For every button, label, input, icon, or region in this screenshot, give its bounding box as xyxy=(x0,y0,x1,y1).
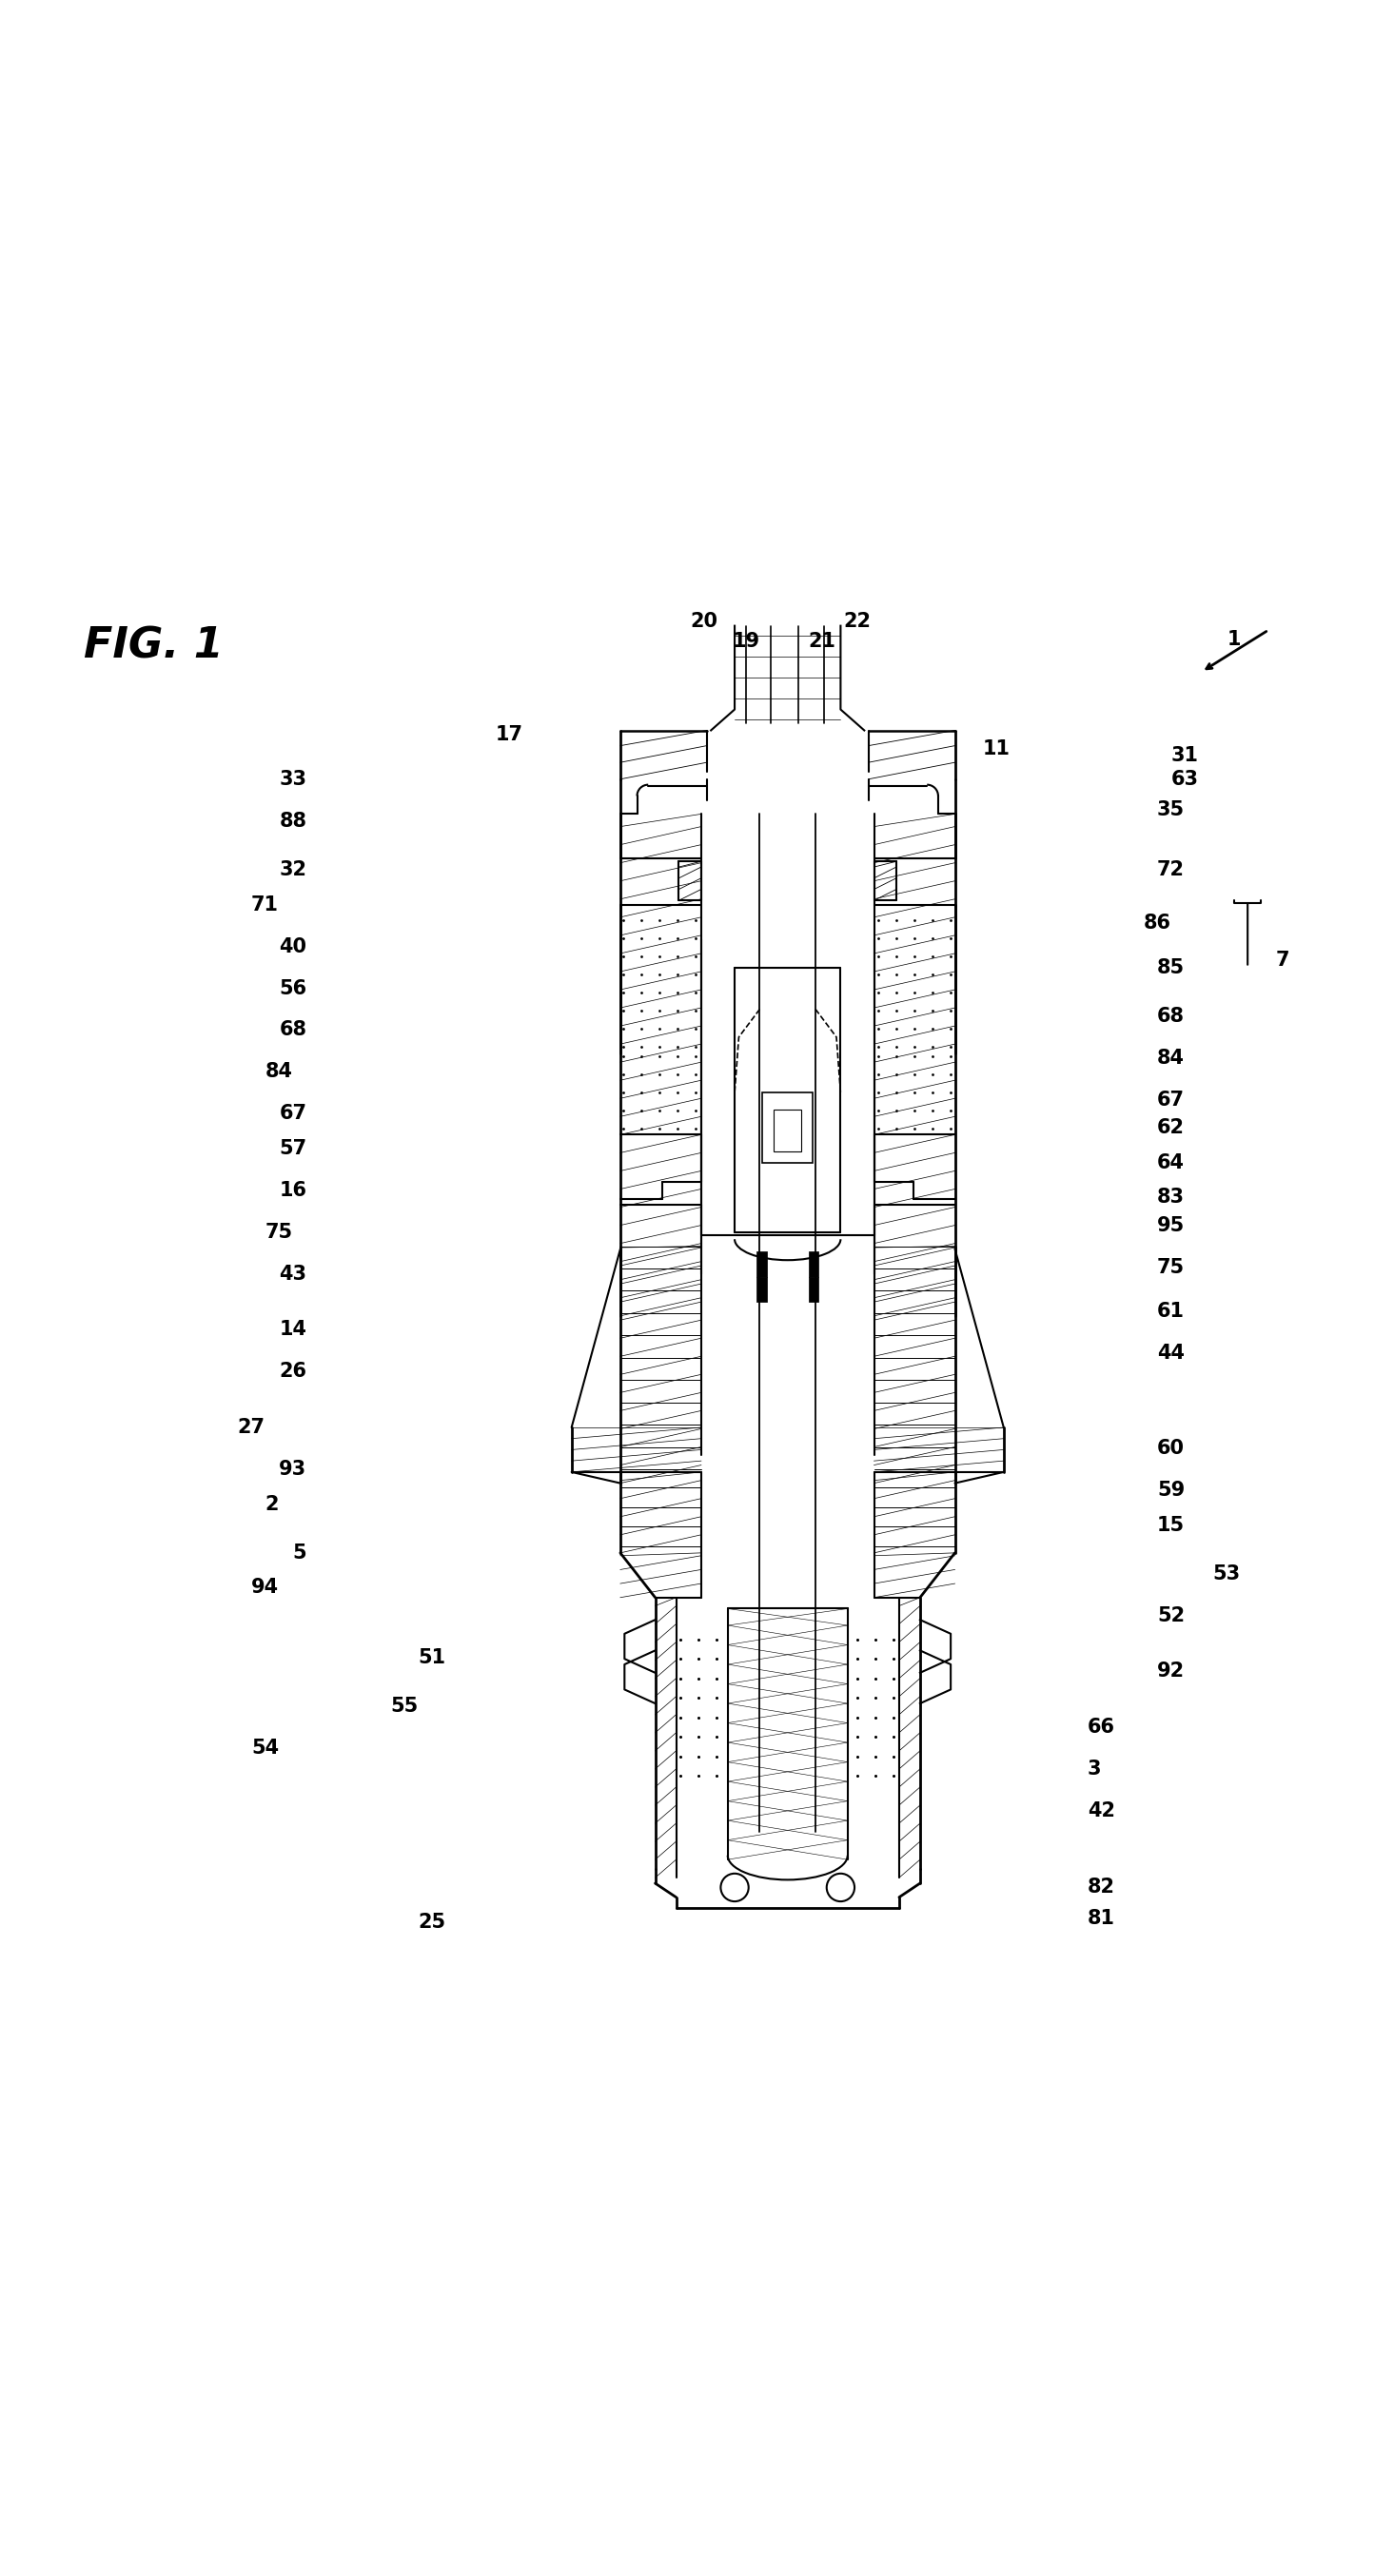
Text: 2: 2 xyxy=(265,1494,279,1515)
Text: 20: 20 xyxy=(690,613,718,631)
Text: 11: 11 xyxy=(983,739,1011,757)
Text: 61: 61 xyxy=(1157,1303,1185,1321)
Text: 7: 7 xyxy=(1276,951,1289,971)
Text: 59: 59 xyxy=(1157,1481,1185,1499)
Bar xyxy=(757,1252,767,1278)
Text: 81: 81 xyxy=(1087,1909,1115,1927)
Text: 84: 84 xyxy=(265,1061,293,1082)
Bar xyxy=(763,1092,813,1162)
Text: 57: 57 xyxy=(279,1139,307,1159)
Text: 40: 40 xyxy=(279,938,307,956)
Bar xyxy=(774,1110,802,1151)
Text: 66: 66 xyxy=(1087,1718,1115,1736)
Bar xyxy=(757,1278,767,1301)
Text: 67: 67 xyxy=(1157,1090,1185,1110)
Text: 92: 92 xyxy=(1157,1662,1185,1682)
Text: 32: 32 xyxy=(279,860,307,878)
Text: 54: 54 xyxy=(251,1739,279,1757)
Text: 71: 71 xyxy=(251,894,279,914)
Text: 25: 25 xyxy=(418,1914,446,1932)
Text: 22: 22 xyxy=(843,613,871,631)
Text: 15: 15 xyxy=(1157,1515,1185,1535)
Text: 43: 43 xyxy=(279,1265,307,1283)
Text: 62: 62 xyxy=(1157,1118,1185,1136)
Text: 68: 68 xyxy=(279,1020,307,1041)
Text: 75: 75 xyxy=(1157,1257,1185,1278)
Text: 27: 27 xyxy=(237,1417,265,1437)
Text: 17: 17 xyxy=(495,724,523,744)
Text: 21: 21 xyxy=(809,631,836,652)
Text: 35: 35 xyxy=(1157,801,1185,819)
Text: 85: 85 xyxy=(1157,958,1185,976)
Text: 44: 44 xyxy=(1157,1345,1185,1363)
Text: 67: 67 xyxy=(279,1105,307,1123)
Text: 52: 52 xyxy=(1157,1605,1185,1625)
Text: 26: 26 xyxy=(279,1363,307,1381)
Text: 60: 60 xyxy=(1157,1440,1185,1458)
Text: 3: 3 xyxy=(1087,1759,1101,1777)
Bar xyxy=(809,1252,818,1278)
Text: 31: 31 xyxy=(1171,747,1199,765)
Text: 14: 14 xyxy=(279,1321,307,1340)
Text: 64: 64 xyxy=(1157,1154,1185,1172)
Text: 1: 1 xyxy=(1227,631,1241,649)
Text: 63: 63 xyxy=(1171,770,1199,788)
Text: 19: 19 xyxy=(732,631,760,652)
Text: 16: 16 xyxy=(279,1180,307,1200)
Text: 86: 86 xyxy=(1143,914,1171,933)
Text: 95: 95 xyxy=(1157,1216,1185,1234)
Text: 56: 56 xyxy=(279,979,307,997)
Text: FIG. 1: FIG. 1 xyxy=(84,626,223,667)
Text: 55: 55 xyxy=(390,1698,418,1716)
Text: 84: 84 xyxy=(1157,1048,1185,1066)
Text: 94: 94 xyxy=(251,1579,279,1597)
Text: 33: 33 xyxy=(279,770,307,788)
Text: 42: 42 xyxy=(1087,1801,1115,1821)
Text: 72: 72 xyxy=(1157,860,1185,878)
Text: 93: 93 xyxy=(279,1461,307,1479)
Text: 83: 83 xyxy=(1157,1188,1185,1208)
Text: 51: 51 xyxy=(418,1649,446,1667)
Text: 82: 82 xyxy=(1087,1878,1115,1896)
Text: 53: 53 xyxy=(1213,1564,1241,1584)
Bar xyxy=(809,1278,818,1301)
Text: 75: 75 xyxy=(265,1224,293,1242)
Text: 88: 88 xyxy=(279,811,307,829)
Text: 68: 68 xyxy=(1157,1007,1185,1025)
Text: 5: 5 xyxy=(293,1543,307,1564)
